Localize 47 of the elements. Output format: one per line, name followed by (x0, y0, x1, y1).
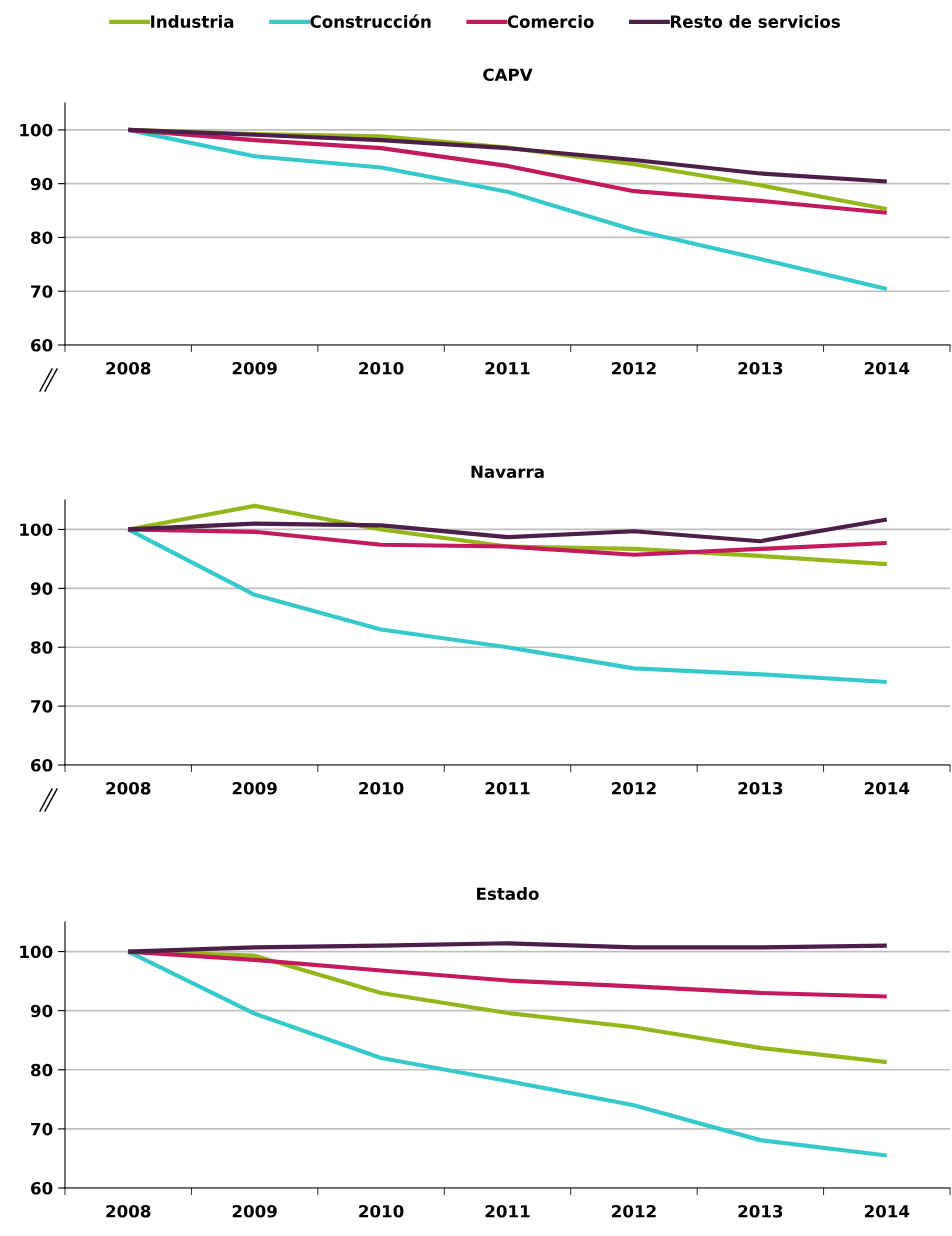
chart-title: CAPV (483, 68, 533, 82)
x-tick-label: 2011 (485, 361, 530, 375)
x-tick-label: 2010 (359, 1204, 404, 1218)
chart-title: Estado (477, 887, 539, 901)
y-tick-label: 100 (20, 123, 53, 137)
y-tick-label: 60 (31, 338, 53, 352)
legend-label: Comercio (507, 15, 594, 28)
y-tick-label: 90 (30, 582, 53, 595)
x-tick-label: 2012 (612, 781, 656, 795)
x-tick-label: 2011 (485, 1204, 530, 1218)
y-tick-label: 80 (31, 231, 53, 245)
x-tick-label: 2013 (738, 781, 783, 795)
line-series (126, 517, 889, 544)
y-tick-label: 100 (20, 523, 53, 537)
x-tick-label: 2014 (864, 781, 910, 795)
legend-label: Construcción (310, 14, 431, 28)
chart-title: Navarra (471, 465, 544, 479)
x-tick-label: 2012 (612, 361, 656, 375)
x-tick-label: 2012 (612, 1204, 656, 1218)
x-tick-label: 2014 (864, 1204, 910, 1218)
x-tick-label: 2009 (232, 1204, 277, 1218)
legend-label: Resto de servicios (670, 15, 840, 28)
y-tick-label: 80 (31, 1063, 53, 1077)
y-tick-label: 90 (30, 1004, 53, 1018)
y-tick-label: 70 (31, 700, 53, 713)
x-tick-label: 2013 (738, 1204, 783, 1218)
y-tick-label: 100 (20, 945, 53, 959)
line-series (126, 941, 889, 954)
x-tick-label: 2008 (106, 361, 151, 375)
y-tick-label: 90 (30, 177, 53, 191)
y-tick-label: 70 (31, 1122, 53, 1136)
legend-label: Industria (151, 15, 234, 28)
x-tick-label: 2014 (864, 361, 910, 375)
y-tick-label: 60 (31, 758, 53, 772)
line-series (126, 127, 889, 184)
y-tick-label: 80 (31, 641, 53, 654)
y-tick-label: 60 (31, 1181, 53, 1195)
x-tick-label: 2010 (359, 361, 404, 375)
x-tick-label: 2009 (232, 361, 277, 375)
x-tick-label: 2010 (359, 781, 404, 795)
y-tick-label: 70 (31, 285, 53, 298)
x-tick-label: 2013 (738, 361, 783, 375)
line-series (126, 527, 889, 557)
x-tick-label: 2008 (106, 1204, 151, 1218)
x-tick-label: 2009 (232, 781, 277, 795)
x-tick-label: 2011 (485, 781, 530, 795)
x-tick-label: 2008 (106, 781, 151, 795)
